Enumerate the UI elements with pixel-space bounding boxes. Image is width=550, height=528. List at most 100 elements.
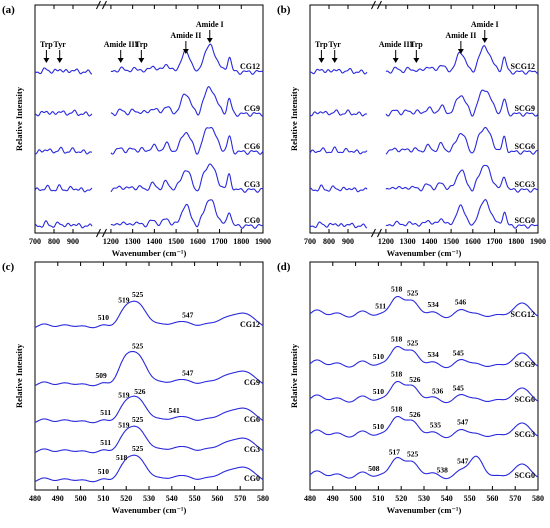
- annotation-arrowhead: [481, 38, 488, 43]
- annotation-arrowhead: [413, 58, 420, 63]
- axis-break-mark: [102, 0, 107, 10]
- band-annotation: Tyr: [54, 40, 67, 49]
- peak-label: 525: [407, 449, 419, 458]
- x-tick-label: 480: [304, 494, 316, 503]
- peak-label: 547: [457, 418, 469, 427]
- peak-label: 526: [134, 387, 146, 396]
- peak-label: 508: [368, 464, 380, 473]
- band-annotation: Amide II: [445, 31, 476, 40]
- series-line: [309, 89, 539, 117]
- panel-b: (b) 700 800 900 1200 1300 1400 1500 1600 1700 1800…: [277, 0, 546, 258]
- annotation-arrowhead: [56, 58, 63, 63]
- axis-break-mark: [371, 0, 376, 10]
- x-tick-label: 1500: [168, 237, 184, 246]
- series-line: [309, 455, 539, 480]
- series-line: [309, 415, 539, 439]
- y-axis-title: Relative Intensity: [289, 343, 299, 408]
- peak-label: 510: [373, 422, 385, 431]
- series-line: [35, 85, 263, 117]
- band-annotation: Trp: [410, 40, 423, 49]
- x-tick-label: 530: [143, 494, 155, 503]
- x-tick-label: 490: [327, 494, 339, 503]
- panel-label: (c): [2, 261, 15, 273]
- series-line: [310, 164, 538, 193]
- x-tick-label: 800: [48, 237, 60, 246]
- x-tick-label: 700: [29, 237, 41, 246]
- series-line: [34, 300, 264, 329]
- series-line: [34, 454, 264, 483]
- x-tick-label: 1600: [190, 237, 206, 246]
- axis-break-mark: [96, 228, 101, 238]
- plot-frame: [309, 261, 539, 491]
- x-tick-label: 1700: [487, 237, 503, 246]
- annotation-arrowhead: [117, 58, 124, 63]
- series-line: [309, 126, 539, 155]
- x-tick-label: 1400: [421, 237, 437, 246]
- annotation-arrowhead: [206, 38, 213, 43]
- peak-label: 525: [132, 341, 144, 350]
- annotation-arrowhead: [331, 58, 338, 63]
- peak-label: 518: [391, 370, 403, 379]
- series-label: CG6: [244, 142, 260, 151]
- x-axis-title: Wavenumber (cm⁻¹): [112, 248, 187, 258]
- band-annotation: Amide II: [170, 31, 201, 40]
- x-tick-label: 520: [120, 494, 132, 503]
- axis-break-mark: [377, 228, 382, 238]
- peak-label: 534: [427, 350, 439, 359]
- series-line: [34, 43, 264, 75]
- band-annotation: Trp: [135, 40, 148, 49]
- peak-label: 526: [409, 375, 421, 384]
- peak-label: 546: [455, 298, 467, 307]
- peak-label: 545: [453, 348, 465, 357]
- peak-label: 518: [116, 453, 128, 462]
- series-line: [309, 44, 539, 75]
- x-tick-label: 580: [532, 494, 544, 503]
- plot-frame: [34, 4, 264, 234]
- peak-label: 547: [182, 368, 194, 377]
- series-label: CG12: [240, 62, 260, 71]
- x-tick-label: 480: [29, 494, 41, 503]
- x-tick-label: 1400: [146, 237, 162, 246]
- panel-a: (a) 700 800 900 1200 1300 1400 1500 1600 1700 1800…: [2, 0, 271, 258]
- series-label: SCG12: [511, 62, 535, 71]
- x-tick-label: 510: [372, 494, 384, 503]
- peak-label: 518: [391, 405, 403, 414]
- x-tick-label: 540: [441, 494, 453, 503]
- x-tick-label: 550: [464, 494, 476, 503]
- x-tick-label: 520: [395, 494, 407, 503]
- series-line: [309, 199, 539, 229]
- band-annotation: Trp: [40, 40, 53, 49]
- peak-label: 517: [389, 447, 401, 456]
- series-label: SCG9: [515, 360, 535, 369]
- peak-label: 525: [132, 290, 144, 299]
- peak-label: 510: [373, 387, 385, 396]
- series-label: SCG3: [515, 430, 535, 439]
- peak-label: 538: [437, 465, 449, 474]
- peak-label: 525: [407, 338, 419, 347]
- peak-label: 526: [409, 410, 421, 419]
- peak-label: 509: [95, 371, 107, 380]
- x-tick-label: 800: [323, 237, 335, 246]
- series-label: CG12: [240, 320, 260, 329]
- panel-c: (c) 480 490 500 510 520 530 540 550 560 570 580 Wave…: [2, 261, 269, 515]
- band-annotation: Tyr: [329, 40, 342, 49]
- annotation-arrowhead: [43, 58, 50, 63]
- x-axis-title: Wavenumber (cm⁻¹): [387, 248, 462, 258]
- x-axis-title: Wavenumber (cm⁻¹): [387, 505, 462, 515]
- series-label: CG3: [244, 445, 260, 454]
- series-label: SCG0: [515, 216, 535, 225]
- band-annotation: Amide III: [104, 40, 138, 49]
- x-tick-label: 700: [304, 237, 316, 246]
- x-tick-label: 1800: [233, 237, 249, 246]
- x-tick-label: 1700: [212, 237, 228, 246]
- series-line: [34, 163, 264, 193]
- series-line: [34, 395, 264, 424]
- x-tick-label: 1900: [255, 237, 271, 246]
- series-label: CG0: [244, 216, 260, 225]
- peak-label: 535: [430, 420, 442, 429]
- x-tick-label: 550: [189, 494, 201, 503]
- series-label: SCG0: [515, 471, 535, 480]
- x-tick-label: 560: [486, 494, 498, 503]
- peak-label: 511: [375, 301, 386, 310]
